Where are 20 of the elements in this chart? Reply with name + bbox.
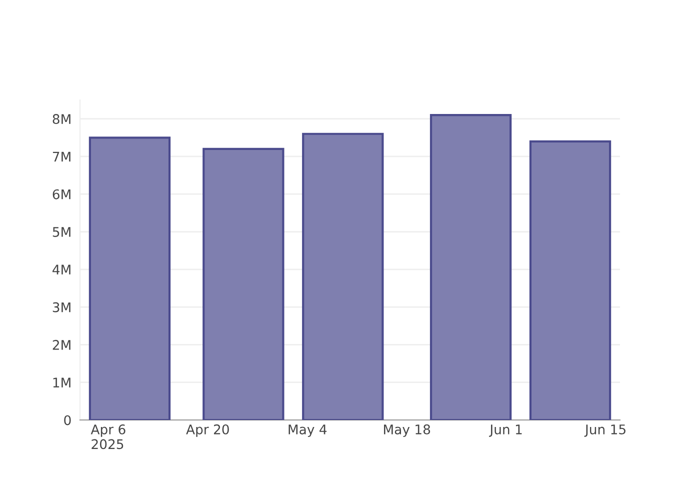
y-tick-label: 2M — [52, 340, 70, 350]
y-tick-label: 7M — [52, 152, 70, 162]
bar — [430, 114, 512, 420]
y-tick-label: 5M — [52, 227, 70, 237]
x-tick-label: Apr 20 — [186, 424, 229, 437]
y-tick-label: 8M — [52, 114, 70, 124]
y-tick-label: 0 — [64, 415, 71, 426]
x-tick-label: May 18 — [384, 424, 430, 437]
y-tick-label: 6M — [52, 189, 70, 200]
y-tick-label: 3M — [52, 302, 70, 312]
x-tick-label: Jun 1 — [489, 424, 522, 437]
x-tick-label: Apr 6 2025 — [90, 424, 126, 450]
y-tick-label: 1M — [53, 378, 70, 388]
bar — [302, 132, 384, 420]
x-tick-label: May 4 — [288, 424, 327, 437]
y-tick-label: 4M — [52, 264, 70, 274]
bar — [202, 148, 284, 420]
bar — [529, 140, 612, 420]
x-tick-label: Jun 15 — [584, 424, 626, 437]
bar — [88, 136, 171, 420]
